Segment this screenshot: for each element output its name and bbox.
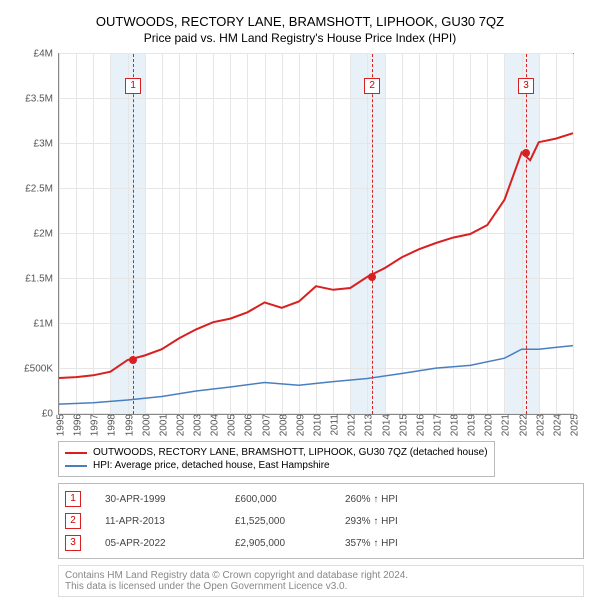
x-axis-tick-label: 2009 xyxy=(291,414,306,436)
x-axis-tick-label: 2008 xyxy=(274,414,289,436)
transaction-marker-line xyxy=(526,54,527,414)
legend-label: OUTWOODS, RECTORY LANE, BRAMSHOTT, LIPHO… xyxy=(93,447,488,458)
x-axis-tick-label: 2015 xyxy=(394,414,409,436)
legend: OUTWOODS, RECTORY LANE, BRAMSHOTT, LIPHO… xyxy=(58,441,495,477)
x-axis-tick-label: 2016 xyxy=(411,414,426,436)
transaction-price: £600,000 xyxy=(235,494,325,505)
transaction-marker-box: 2 xyxy=(364,78,380,94)
transaction-marker-box: 3 xyxy=(518,78,534,94)
x-axis-tick-label: 1996 xyxy=(69,414,84,436)
transaction-price: £2,905,000 xyxy=(235,538,325,549)
x-axis-tick-label: 2005 xyxy=(223,414,238,436)
transaction-index-box: 2 xyxy=(65,513,81,529)
transaction-row: 3 05-APR-2022 £2,905,000 357% ↑ HPI xyxy=(65,532,577,554)
x-axis-tick-label: 1995 xyxy=(52,414,67,436)
series-line-hpi xyxy=(59,346,573,405)
x-axis-tick-label: 2011 xyxy=(326,414,341,436)
y-axis-tick-label: £1.5M xyxy=(25,274,59,285)
x-axis-tick-label: 2017 xyxy=(428,414,443,436)
transaction-date: 30-APR-1999 xyxy=(105,494,215,505)
x-axis-tick-label: 1997 xyxy=(86,414,101,436)
legend-swatch xyxy=(65,465,87,467)
transaction-point xyxy=(368,273,376,281)
transaction-marker-line xyxy=(372,54,373,414)
transaction-date: 05-APR-2022 xyxy=(105,538,215,549)
x-axis-tick-label: 1999 xyxy=(120,414,135,436)
transactions-table: 1 30-APR-1999 £600,000 260% ↑ HPI 2 11-APR-20… xyxy=(58,483,584,559)
plot-area: £0£500K£1M£1.5M£2M£2.5M£3M£3.5M£4M199519… xyxy=(58,53,574,415)
transaction-hpi: 293% ↑ HPI xyxy=(345,516,398,527)
x-axis-tick-label: 2002 xyxy=(171,414,186,436)
y-axis-tick-label: £500K xyxy=(24,364,59,375)
x-axis-tick-label: 2012 xyxy=(343,414,358,436)
legend-item: OUTWOODS, RECTORY LANE, BRAMSHOTT, LIPHO… xyxy=(65,446,488,459)
x-axis-tick-label: 2006 xyxy=(240,414,255,436)
y-axis-tick-label: £4M xyxy=(34,49,59,60)
transaction-marker-box: 1 xyxy=(125,78,141,94)
x-axis-tick-label: 2003 xyxy=(189,414,204,436)
y-axis-tick-label: £2M xyxy=(34,229,59,240)
y-axis-tick-label: £2.5M xyxy=(25,184,59,195)
y-axis-tick-label: £3M xyxy=(34,139,59,150)
transaction-index-box: 3 xyxy=(65,535,81,551)
x-axis-tick-label: 2023 xyxy=(531,414,546,436)
transaction-row: 2 11-APR-2013 £1,525,000 293% ↑ HPI xyxy=(65,510,577,532)
x-axis-tick-label: 2001 xyxy=(154,414,169,436)
transaction-point xyxy=(522,149,530,157)
x-axis-tick-label: 2020 xyxy=(480,414,495,436)
y-axis-tick-label: £3.5M xyxy=(25,94,59,105)
footnote: Contains HM Land Registry data © Crown c… xyxy=(58,565,584,597)
chart-container: OUTWOODS, RECTORY LANE, BRAMSHOTT, LIPHO… xyxy=(0,0,600,590)
footnote-line: Contains HM Land Registry data © Crown c… xyxy=(65,570,577,581)
x-axis-tick-label: 2013 xyxy=(360,414,375,436)
footnote-line: This data is licensed under the Open Gov… xyxy=(65,581,577,592)
chart-subtitle: Price paid vs. HM Land Registry's House … xyxy=(16,31,584,45)
x-axis-tick-label: 2025 xyxy=(566,414,581,436)
transaction-index-box: 1 xyxy=(65,491,81,507)
transaction-point xyxy=(129,356,137,364)
x-axis-tick-label: 2004 xyxy=(206,414,221,436)
chart-title: OUTWOODS, RECTORY LANE, BRAMSHOTT, LIPHO… xyxy=(16,10,584,29)
transaction-date: 11-APR-2013 xyxy=(105,516,215,527)
x-axis-tick-label: 2019 xyxy=(463,414,478,436)
x-axis-tick-label: 2000 xyxy=(137,414,152,436)
x-axis-tick-label: 1998 xyxy=(103,414,118,436)
x-axis-tick-label: 2014 xyxy=(377,414,392,436)
x-axis-tick-label: 2024 xyxy=(548,414,563,436)
transaction-row: 1 30-APR-1999 £600,000 260% ↑ HPI xyxy=(65,488,577,510)
x-axis-tick-label: 2010 xyxy=(309,414,324,436)
x-axis-tick-label: 2021 xyxy=(497,414,512,436)
legend-item: HPI: Average price, detached house, East… xyxy=(65,459,488,472)
x-axis-tick-label: 2022 xyxy=(514,414,529,436)
series-line-property xyxy=(59,133,573,378)
gridline-vertical xyxy=(573,54,574,414)
x-axis-tick-label: 2007 xyxy=(257,414,272,436)
transaction-price: £1,525,000 xyxy=(235,516,325,527)
transaction-hpi: 357% ↑ HPI xyxy=(345,538,398,549)
x-axis-tick-label: 2018 xyxy=(446,414,461,436)
y-axis-tick-label: £1M xyxy=(34,319,59,330)
legend-label: HPI: Average price, detached house, East… xyxy=(93,460,330,471)
legend-swatch xyxy=(65,452,87,454)
transaction-hpi: 260% ↑ HPI xyxy=(345,494,398,505)
